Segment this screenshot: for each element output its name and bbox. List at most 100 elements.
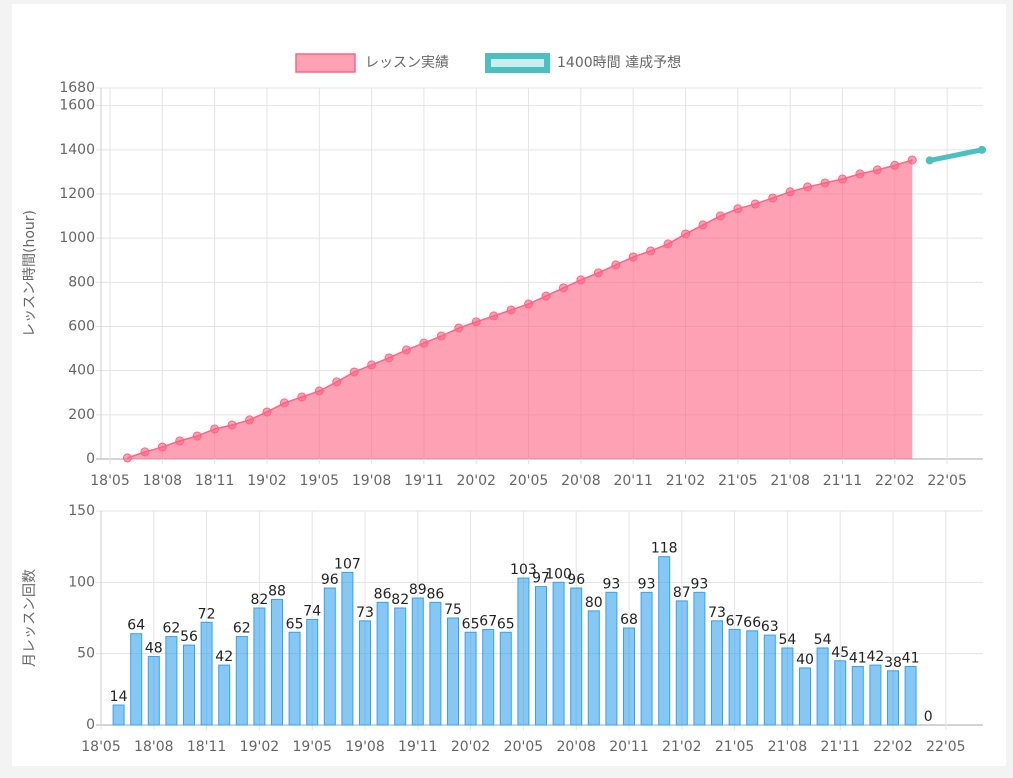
point: [768, 193, 778, 203]
point: [245, 415, 255, 425]
point: [663, 239, 673, 249]
y-axis-title: 月レッスン回数: [22, 569, 38, 667]
value-label: 40: [796, 652, 814, 668]
x-tick-label: 21'11: [820, 739, 859, 755]
x-tick-label: 18'11: [195, 473, 234, 489]
bar: [341, 571, 354, 726]
bar: [447, 617, 459, 726]
point: [593, 268, 603, 278]
bar: [394, 607, 407, 726]
bar: [623, 627, 635, 726]
point: [349, 367, 359, 377]
value-label: 38: [884, 655, 902, 671]
value-label: 56: [180, 629, 198, 645]
y-tick-label: 1000: [59, 230, 95, 246]
y-tick-label: 0: [86, 451, 95, 467]
value-label: 45: [831, 645, 849, 661]
bar: [411, 597, 424, 726]
bar: [816, 647, 829, 726]
x-tick-label: 20'02: [456, 473, 495, 489]
point: [872, 165, 882, 175]
legend-label: レッスン実績: [365, 55, 449, 71]
bar: [851, 666, 864, 726]
point: [978, 145, 986, 154]
y-tick-label: 0: [86, 717, 95, 733]
value-label: 82: [250, 592, 268, 608]
x-tick-label: 21'02: [662, 739, 701, 755]
point: [227, 420, 237, 430]
value-label: 82: [391, 592, 409, 608]
y-tick-label: 800: [68, 274, 95, 290]
y-tick-label: 200: [68, 407, 95, 423]
area: [127, 159, 913, 459]
bar: [535, 586, 547, 726]
value-label: 54: [778, 632, 796, 648]
point: [907, 155, 917, 165]
value-label: 63: [761, 619, 779, 635]
point: [175, 436, 185, 446]
y-tick-label: 100: [68, 574, 95, 590]
x-tick-label: 20'11: [609, 739, 648, 755]
value-label: 42: [215, 649, 233, 665]
value-label: 41: [902, 651, 920, 667]
point: [803, 182, 813, 192]
point: [524, 299, 534, 309]
bar: [552, 581, 565, 726]
value-label: 80: [585, 595, 603, 611]
x-tick-label: 18'08: [134, 739, 173, 755]
value-label: 64: [127, 618, 145, 634]
value-label: 65: [462, 616, 480, 632]
point: [401, 345, 411, 355]
value-label: 65: [497, 616, 515, 632]
bar: [253, 607, 266, 726]
y-tick-label: 50: [77, 646, 95, 662]
value-label: 93: [602, 576, 620, 592]
value-label: 86: [374, 586, 392, 602]
x-tick-label: 21'02: [666, 473, 705, 489]
bar: [200, 621, 213, 726]
value-label: 96: [321, 572, 339, 588]
point: [576, 275, 586, 285]
point: [715, 211, 725, 221]
x-tick-label: 21'11: [823, 473, 862, 489]
value-label: 93: [690, 576, 708, 592]
value-label: 68: [620, 612, 638, 628]
x-tick-label: 21'08: [768, 739, 807, 755]
legend-swatch: [295, 53, 356, 73]
bar: [675, 600, 688, 726]
point: [944, 154, 950, 160]
y-tick-label: 1400: [59, 142, 95, 158]
x-tick-label: 18'08: [143, 473, 182, 489]
value-label: 103: [510, 562, 537, 578]
point: [192, 431, 202, 441]
x-tick-label: 18'05: [90, 473, 129, 489]
bar: [130, 633, 143, 726]
bar: [271, 598, 283, 726]
y-tick-label: 1680: [59, 80, 95, 96]
y-tick-label: 600: [68, 319, 95, 335]
point: [681, 229, 691, 239]
point: [611, 260, 621, 270]
x-tick-label: 21'05: [715, 739, 754, 755]
line: [929, 147, 983, 163]
x-tick-label: 21'08: [770, 473, 809, 489]
y-tick-label: 400: [68, 363, 95, 379]
point: [855, 169, 865, 179]
value-label: 86: [426, 586, 444, 602]
x-tick-label: 22'05: [927, 473, 966, 489]
point: [506, 305, 516, 315]
bar: [834, 660, 847, 726]
bar: [429, 601, 442, 726]
point: [279, 398, 289, 408]
x-tick-label: 20'05: [509, 473, 548, 489]
value-label: 72: [198, 606, 216, 622]
x-tick-label: 20'11: [613, 473, 652, 489]
bar: [499, 631, 512, 726]
bar: [711, 620, 723, 726]
bar: [605, 591, 618, 726]
point: [436, 331, 446, 341]
value-label: 74: [303, 603, 321, 619]
bar: [587, 610, 600, 726]
x-tick-label: 22'02: [873, 739, 912, 755]
